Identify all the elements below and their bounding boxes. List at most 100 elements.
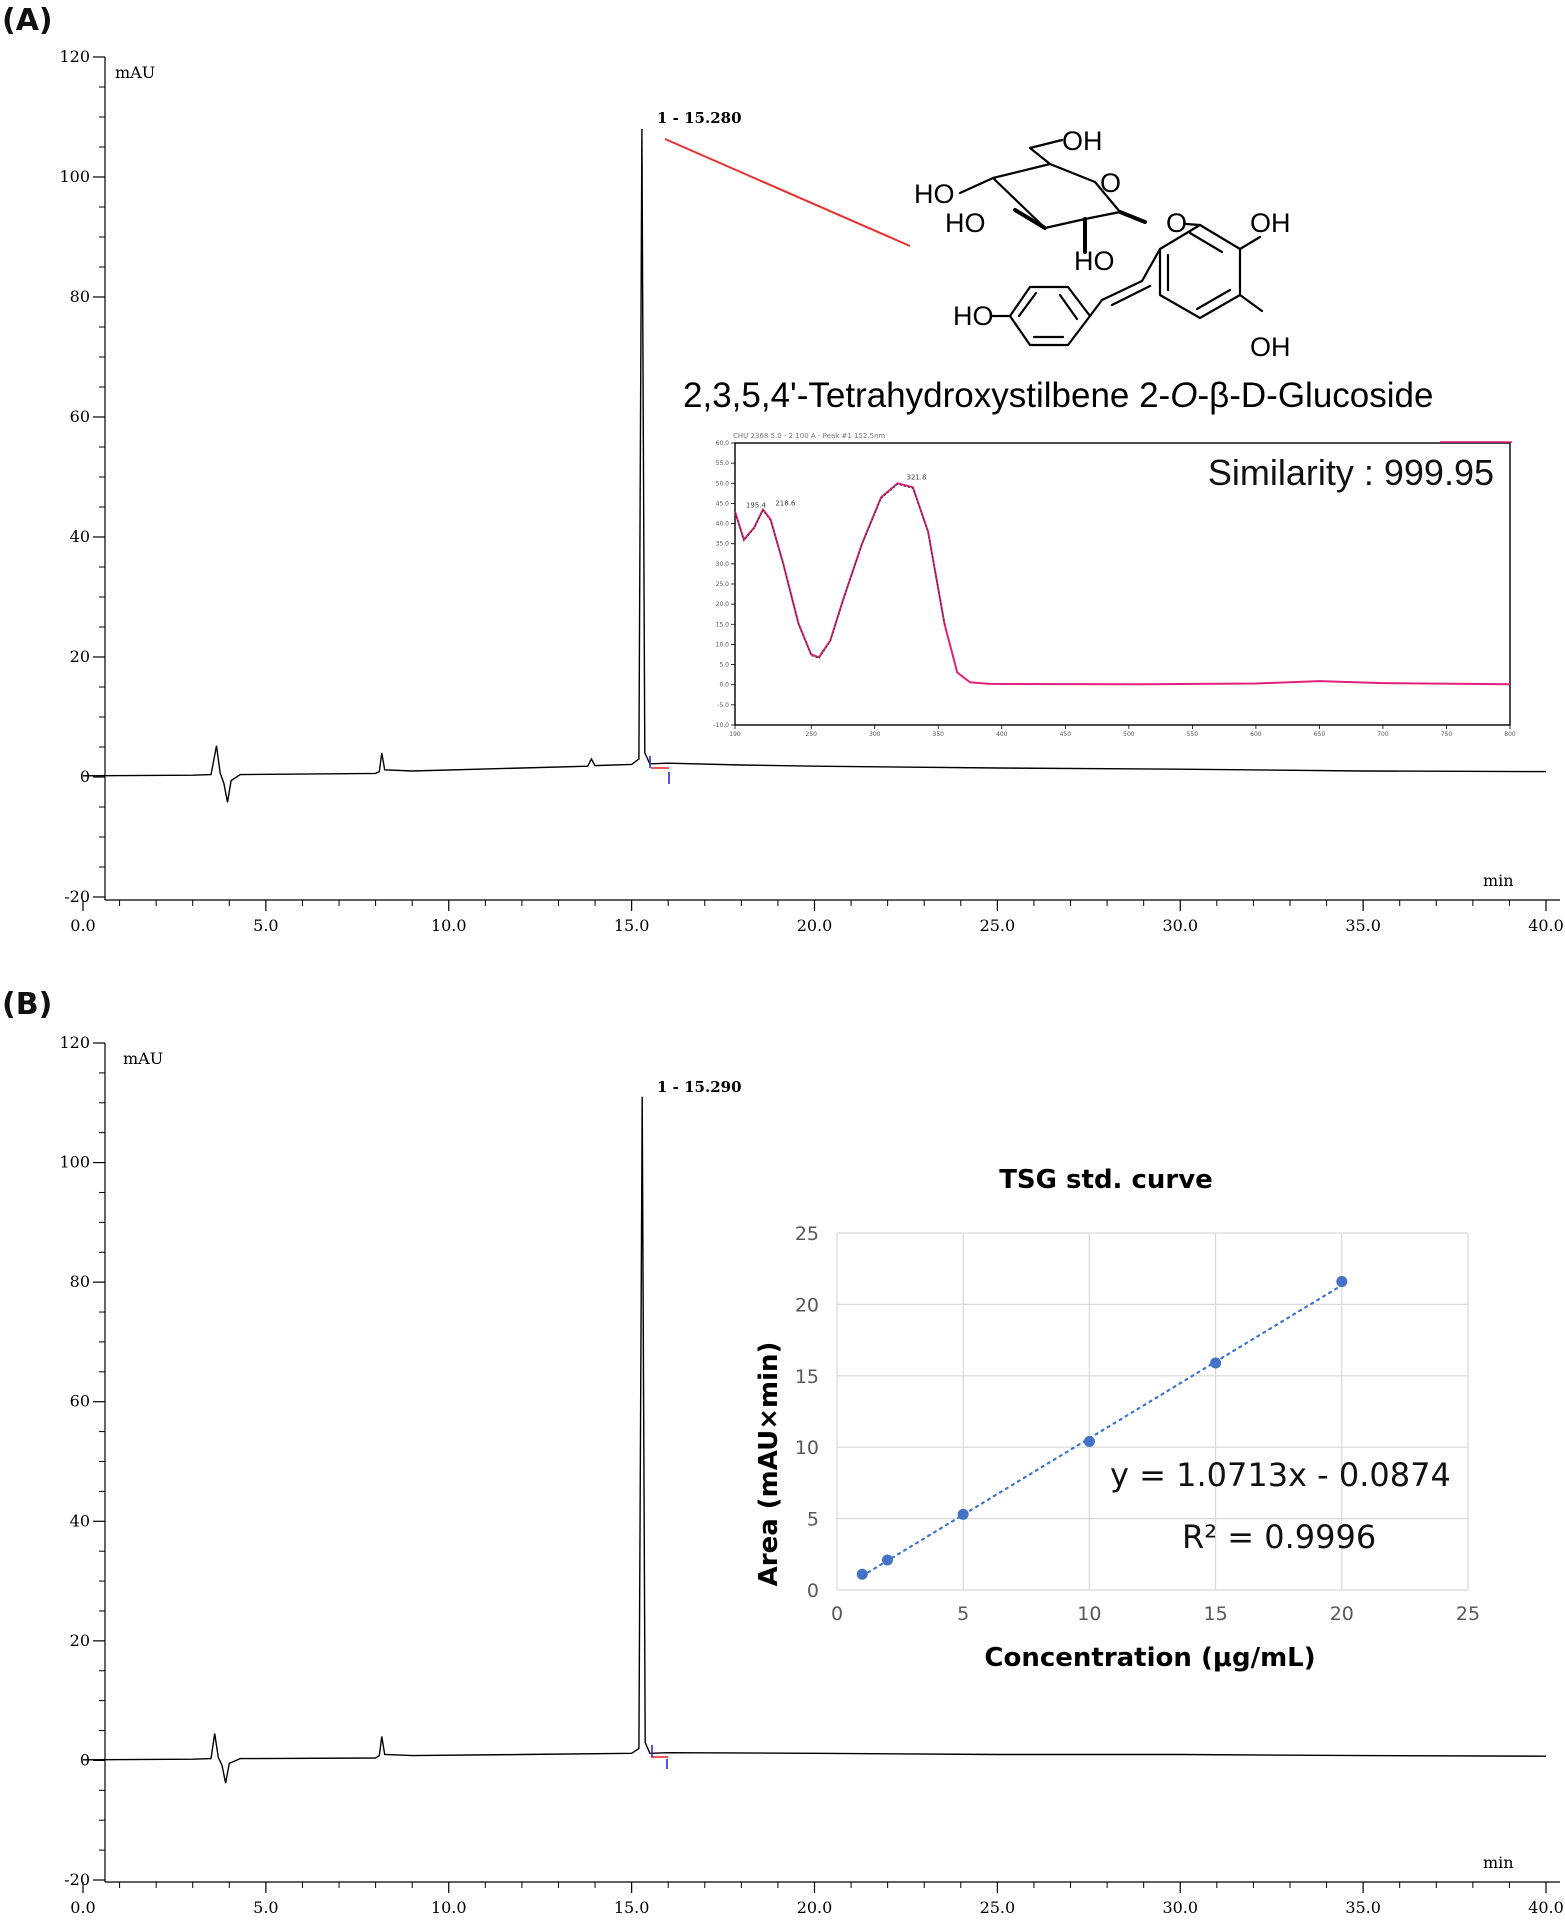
- uv-y-tick-label: 35.0: [716, 541, 730, 548]
- std-curve-xlabel: Concentration (μg/mL): [984, 1643, 1315, 1673]
- chrom-a-y-tick-label: -20: [64, 887, 90, 906]
- chrom-a-y-tick-label: 120: [59, 47, 90, 66]
- chrom-b-y-tick-label: 80: [70, 1272, 90, 1291]
- panel-b-label: (B): [2, 987, 52, 1022]
- std-curve-y-tick-label: 15: [795, 1366, 819, 1388]
- chrom-a-x-tick-label: 40.0: [1528, 916, 1564, 935]
- uv-x-tick-label: 450: [1060, 731, 1072, 738]
- bond-c5-oh: [1238, 293, 1264, 313]
- bond-vinyl-2: [1100, 279, 1144, 302]
- label-oh-c5: OH: [1250, 332, 1291, 362]
- chrom-b-y-tick-label: 20: [70, 1631, 90, 1650]
- chrom-a-y-tick-label: 40: [70, 527, 90, 546]
- compound-name-main: 2,3,5,4'-Tetrahydroxystilbene 2-: [683, 376, 1170, 415]
- uv-spectrum-trace: [734, 482, 1511, 686]
- std-curve-point: [957, 1508, 969, 1520]
- uv-x-tick-label: 650: [1314, 731, 1326, 738]
- chrom-a-x-tick-label: 5.0: [253, 916, 278, 935]
- panel-a-label: (A): [2, 3, 53, 38]
- std-curve-y-tick-label: 0: [807, 1580, 819, 1602]
- uv-y-tick-label: 60.0: [716, 440, 730, 447]
- uv-peak-label-2: 218.6: [775, 499, 796, 507]
- chrom-a-x-tick-label: 25.0: [980, 916, 1016, 935]
- std-curve-point: [1083, 1435, 1095, 1447]
- chrom-b-x-tick-label: 10.0: [431, 1898, 467, 1917]
- chrom-a-x-tick-label: 0.0: [70, 916, 95, 935]
- label-oh-c3: OH: [1250, 208, 1291, 238]
- bond-vinyl-double: [1110, 284, 1152, 307]
- uv-y-tick-label: 20.0: [716, 601, 730, 608]
- uv-peak-label-3: 321.8: [906, 473, 926, 481]
- chrom-a-x-tick-label: 35.0: [1345, 916, 1381, 935]
- chrom-b-y-tick-label: -20: [64, 1870, 90, 1889]
- uv-x-tick-label: 550: [1187, 731, 1199, 738]
- uv-y-tick-label: 50.0: [716, 480, 730, 487]
- std-curve-trendline: [861, 1284, 1343, 1578]
- chrom-b-y-tick-label: 60: [70, 1392, 90, 1411]
- bond-ch2oh: [1028, 138, 1064, 150]
- std-curve-x-tick-label: 15: [1204, 1603, 1228, 1625]
- std-curve-point: [1336, 1276, 1348, 1288]
- std-curve-y-tick-label: 5: [807, 1509, 819, 1531]
- uv-y-tick-label: 0.0: [719, 682, 729, 689]
- bond-vinyl-1: [1140, 247, 1162, 283]
- std-curve-r2: R² = 0.9996: [1182, 1518, 1376, 1556]
- uv-y-tick-label: -10.0: [713, 722, 729, 729]
- phenol-double-3: [1017, 291, 1038, 318]
- uv-y-tick-label: 40.0: [716, 521, 730, 528]
- chrom-b-x-tick-label: 20.0: [797, 1898, 833, 1917]
- chrom-a-trace: [82, 128, 1547, 803]
- chrom-b-x-tick-label: 30.0: [1162, 1898, 1198, 1917]
- uv-x-tick-label: 250: [806, 731, 818, 738]
- chrom-b-x-tick-label: 5.0: [253, 1898, 278, 1917]
- similarity-text: Similarity : 999.95: [1208, 452, 1494, 493]
- label-glycosidic-o: O: [1166, 208, 1187, 238]
- chrom-a-xlabel: min: [1483, 871, 1514, 890]
- std-curve-y-tick-label: 25: [795, 1223, 819, 1245]
- chrom-a-y-tick-label: 20: [70, 647, 90, 666]
- chrom-b-xlabel: min: [1483, 1853, 1514, 1872]
- uv-y-tick-label: 30.0: [716, 561, 730, 568]
- chrom-a-y-tick-label: 80: [70, 287, 90, 306]
- label-ho-phenol: HO: [953, 301, 994, 331]
- uv-y-tick-label: 10.0: [716, 641, 730, 648]
- std-curve-x-tick-label: 5: [957, 1603, 969, 1625]
- uv-x-tick-label: 700: [1377, 731, 1389, 738]
- uv-y-tick-label: 45.0: [716, 500, 730, 507]
- phenol-double-1: [1058, 293, 1079, 321]
- chrom-a-ylabel: mAU: [115, 63, 155, 82]
- label-ho-c2: HO: [1074, 246, 1115, 276]
- bond-c4-oh: [958, 176, 995, 195]
- uv-x-tick-label: 600: [1250, 731, 1262, 738]
- uv-y-tick-label: 15.0: [716, 621, 730, 628]
- label-ho-c3: HO: [945, 208, 986, 238]
- chrom-a-x-tick-label: 30.0: [1162, 916, 1198, 935]
- bond-c3-oh: [1238, 235, 1262, 251]
- chrom-b-y-tick-label: 100: [59, 1153, 90, 1172]
- std-curve-inset: TSG std. curve 0 5 10 15 20 25 0 5 10 15 20 25 Conc…: [710, 1140, 1500, 1700]
- chrom-a-x-tick-label: 10.0: [431, 916, 467, 935]
- uv-inset-frame: [734, 442, 1511, 726]
- annotation-line: [664, 138, 911, 247]
- chromatogram-a: 0.0 5.0 10.0 15.0 20.0 25.0 30.0 35.0 40.0 -20 0 20…: [59, 47, 1563, 935]
- uv-inset-header: CHU 2368 5.0 - 2 100 A - Peak #1 152.5nm: [733, 432, 886, 440]
- chrom-b-x-tick-label: 40.0: [1528, 1898, 1564, 1917]
- uv-y-tick-label: 25.0: [716, 581, 730, 588]
- uv-x-tick-label: 400: [996, 731, 1008, 738]
- chrom-b-y-tick-label: 120: [59, 1033, 90, 1052]
- compound-name-italic: O: [1170, 376, 1197, 415]
- chrom-a-peak-label: 1 - 15.280: [657, 109, 742, 127]
- uv-peak-label-1: 195.4: [746, 501, 767, 509]
- std-curve-point: [856, 1568, 868, 1580]
- uv-x-tick-label: 350: [933, 731, 945, 738]
- std-curve-equation: y = 1.0713x - 0.0874: [1110, 1456, 1451, 1494]
- std-curve-x-tick-label: 10: [1077, 1603, 1101, 1625]
- uv-x-tick-label: 190: [729, 731, 741, 738]
- std-curve-x-tick-label: 20: [1330, 1603, 1354, 1625]
- std-curve-ylabel: Area (mAU×min): [754, 1342, 784, 1587]
- std-curve-title: TSG std. curve: [999, 1165, 1213, 1195]
- uv-x-tick-label: 500: [1123, 731, 1135, 738]
- label-ch2oh: OH: [1062, 126, 1103, 156]
- uv-y-tick-label: 5.0: [719, 662, 729, 669]
